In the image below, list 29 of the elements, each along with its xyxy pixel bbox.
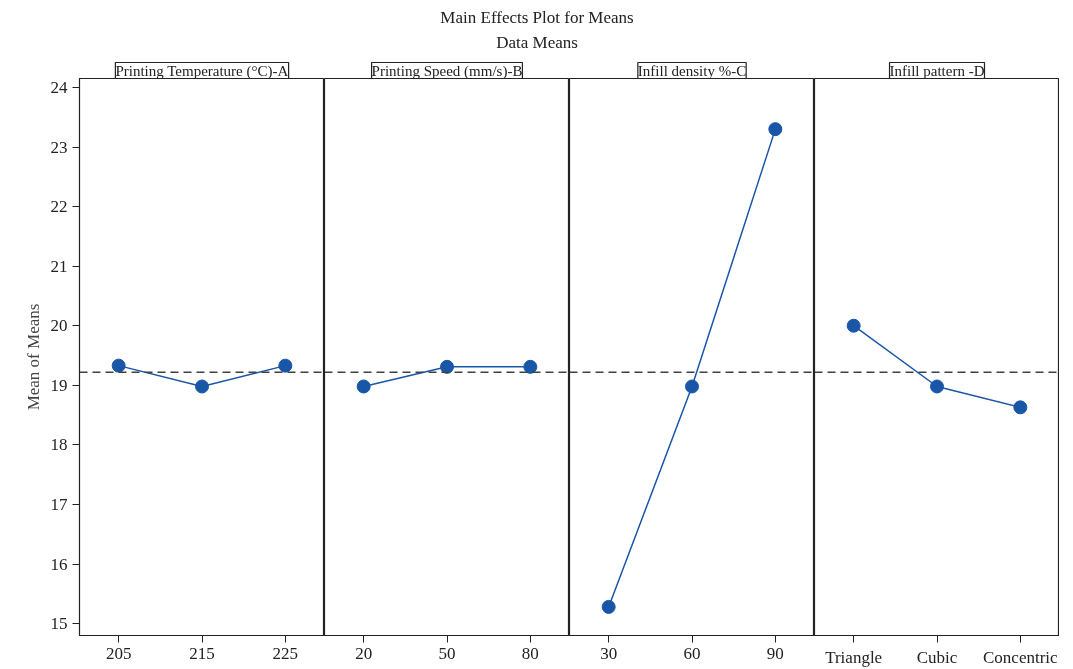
chart-title: Printing Speed (mm/s)-B [371, 62, 523, 80]
x-tick-label: 60 [683, 643, 701, 663]
x-tick-label: 50 [438, 643, 456, 663]
y-tick-label: 17 [50, 494, 68, 514]
y-tick-label: 19 [50, 375, 68, 395]
chart-title: Infill pattern -D [889, 62, 985, 79]
y-axis-title: Mean of Means [23, 303, 43, 411]
y-tick-label: 24 [50, 77, 68, 97]
x-tick-label: Concentric [983, 647, 1059, 667]
text: Data Means [496, 33, 578, 52]
x-tick-label: 80 [521, 643, 539, 663]
y-tick-label: 16 [50, 554, 68, 574]
x-tick-label: 20 [355, 643, 373, 663]
y-tick-label: 21 [50, 256, 68, 276]
y-tick-label: 23 [50, 137, 68, 157]
x-tick-label: 225 [272, 643, 299, 663]
x-tick-label: 205 [105, 643, 132, 663]
x-tick-label: Cubic [916, 647, 958, 667]
x-tick-label: Triangle [825, 647, 883, 667]
chart-title: Infill density %-C [637, 62, 747, 79]
y-tick-label: 20 [50, 316, 68, 336]
text: Main Effects Plot for Means [440, 7, 634, 27]
y-tick-label: 22 [50, 197, 68, 217]
x-tick-label: 90 [766, 643, 784, 663]
chart-title: Printing Temperature (°C)-A [115, 62, 289, 80]
x-tick-label: 215 [189, 643, 215, 663]
y-tick-label: 18 [50, 435, 68, 455]
y-tick-label: 15 [50, 614, 68, 634]
x-tick-label: 30 [600, 643, 618, 663]
